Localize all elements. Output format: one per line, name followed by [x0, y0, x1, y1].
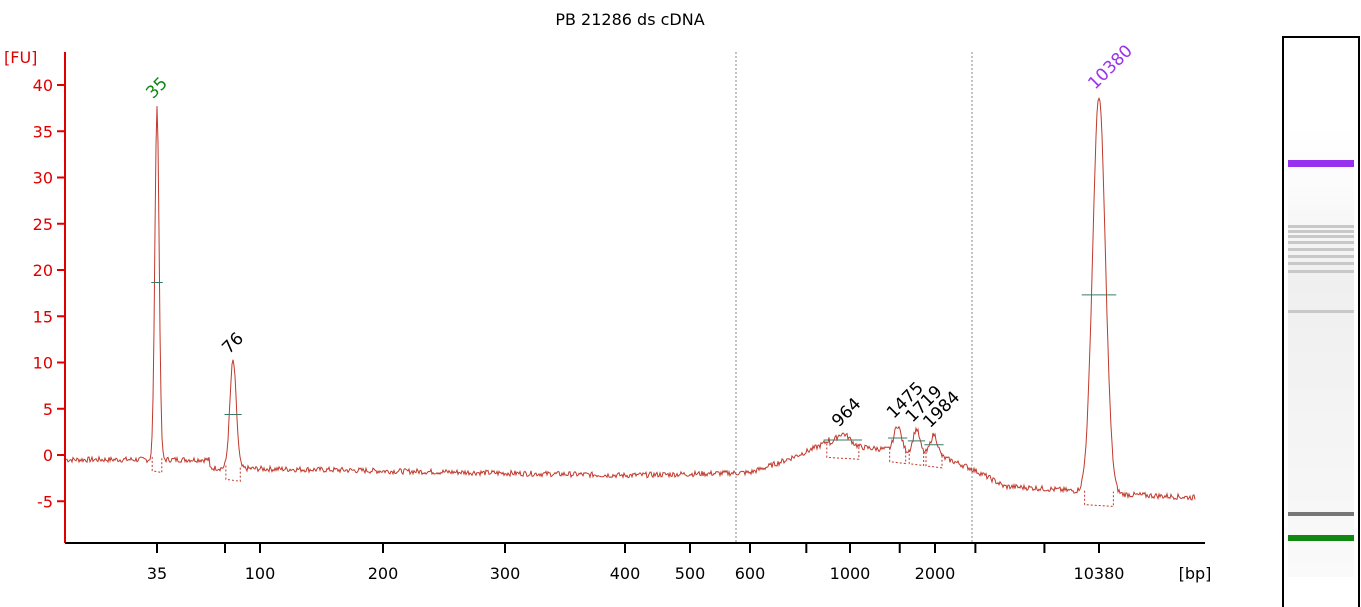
x-tick-label: 10380 [1074, 564, 1125, 583]
gel-upper-marker-band [1288, 160, 1354, 167]
peak-baseline [908, 449, 925, 467]
x-tick-label: 1000 [830, 564, 871, 583]
y-tick-label: 20 [33, 261, 53, 280]
y-tick-label: -5 [37, 492, 53, 511]
x-tick-label: 400 [610, 564, 641, 583]
gel-band [1288, 230, 1354, 233]
gel-band [1288, 310, 1354, 313]
gel-band [1288, 248, 1354, 251]
gel-band [1288, 235, 1354, 238]
electropherogram-trace [65, 96, 1196, 501]
gel-band [1288, 255, 1354, 258]
x-tick-label: 100 [245, 564, 276, 583]
electropherogram-chart: -5 0 5 10 15 20 25 30 35 40 [FU] 35 100 200 300 400 500 6… [4, 41, 1212, 583]
peak-baseline [889, 447, 907, 465]
gel-band [1288, 241, 1354, 244]
x-tick-label: 35 [147, 564, 167, 583]
x-tick-label: 300 [490, 564, 521, 583]
y-tick-label: 15 [33, 307, 53, 326]
y-tick-label: 5 [43, 400, 53, 419]
chart-title: PB 21286 ds cDNA [555, 10, 705, 29]
x-tick-label: 500 [675, 564, 706, 583]
gel-band [1288, 225, 1354, 228]
gel-lane-background [1288, 125, 1354, 577]
y-tick-label: 40 [33, 76, 53, 95]
y-axis-title: [FU] [4, 48, 37, 67]
peak-baseline [225, 465, 241, 482]
y-tick-label: 25 [33, 215, 53, 234]
peak-baseline [925, 452, 943, 469]
x-tick-label: 2000 [915, 564, 956, 583]
gel-sample-bands [1288, 225, 1354, 516]
gel-band [1288, 270, 1354, 273]
y-tick-label: 30 [33, 169, 53, 188]
y-tick-label: 0 [43, 446, 53, 465]
y-tick-label: 10 [33, 354, 53, 373]
x-tick-label: 200 [368, 564, 399, 583]
x-axis-title: [bp] [1179, 564, 1212, 583]
x-tick-label: 600 [735, 564, 766, 583]
gel-band [1288, 512, 1354, 516]
peak-baseline [826, 443, 860, 460]
peak-baseline [1084, 490, 1114, 508]
gel-band [1288, 262, 1354, 265]
y-tick-label: 35 [33, 122, 53, 141]
gel-lower-marker-band [1288, 535, 1354, 541]
